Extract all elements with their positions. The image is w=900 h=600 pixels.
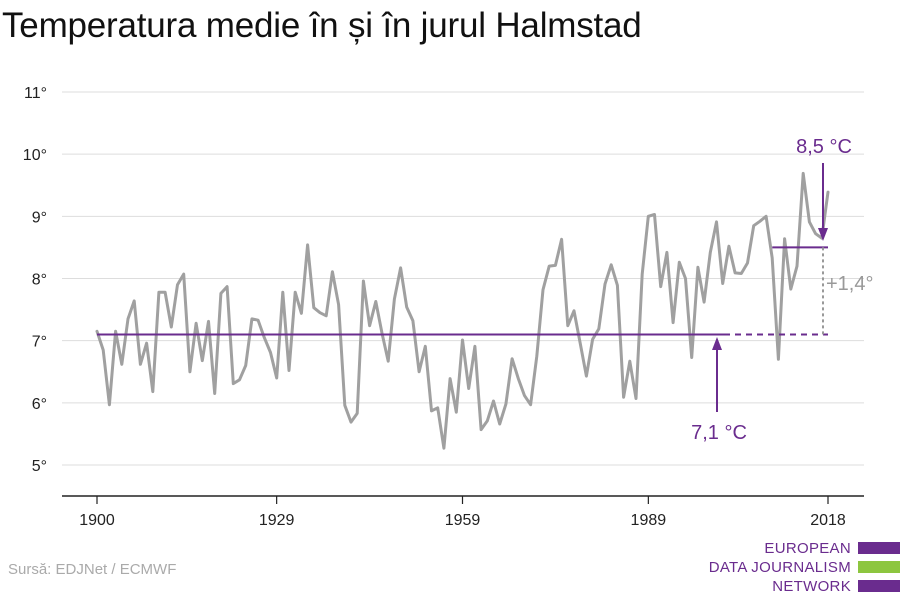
y-axis-ticks: 5° 6° 7° 8° 9° 10° 11° xyxy=(23,85,47,475)
x-tick-label: 1989 xyxy=(631,512,667,529)
y-tick-label: 9° xyxy=(32,209,47,226)
y-tick-label: 11° xyxy=(24,85,47,102)
x-tick-label: 1900 xyxy=(79,512,115,529)
annotations: +1,4° 7,1 °C 8,5 °C xyxy=(97,136,873,444)
y-tick-label: 8° xyxy=(32,272,47,289)
y-tick-label: 6° xyxy=(32,396,47,413)
baseline-label: 7,1 °C xyxy=(691,422,747,444)
y-tick-label: 5° xyxy=(32,458,47,475)
x-tick-label: 1959 xyxy=(445,512,481,529)
logo-bar-purple-top xyxy=(858,542,900,554)
recent-arrow-head xyxy=(818,228,828,241)
chart-title: Temperatura medie în și în jurul Halmsta… xyxy=(2,6,642,45)
baseline-arrow-head xyxy=(712,337,722,350)
recent-label: 8,5 °C xyxy=(796,136,852,158)
logo-bar-purple-bottom xyxy=(858,580,900,592)
y-tick-label: 10° xyxy=(23,147,47,164)
logo-line-2: DATA JOURNALISM xyxy=(708,559,851,576)
temperature-series xyxy=(95,171,830,450)
logo-line-1: EUROPEAN xyxy=(764,540,851,557)
logo-line-3: NETWORK xyxy=(772,578,851,595)
source-note: Sursă: EDJNet / ECMWF xyxy=(8,561,177,578)
y-tick-label: 7° xyxy=(32,334,47,351)
x-tick-label: 2018 xyxy=(810,512,846,529)
x-axis: 1900 1929 1959 1989 2018 xyxy=(62,495,864,529)
edjnet-logo: EUROPEAN DATA JOURNALISM NETWORK xyxy=(690,540,900,596)
x-tick-label: 1929 xyxy=(259,512,295,529)
temperature-line xyxy=(95,171,830,450)
logo-bar-green xyxy=(858,561,900,573)
difference-label: +1,4° xyxy=(826,273,873,295)
